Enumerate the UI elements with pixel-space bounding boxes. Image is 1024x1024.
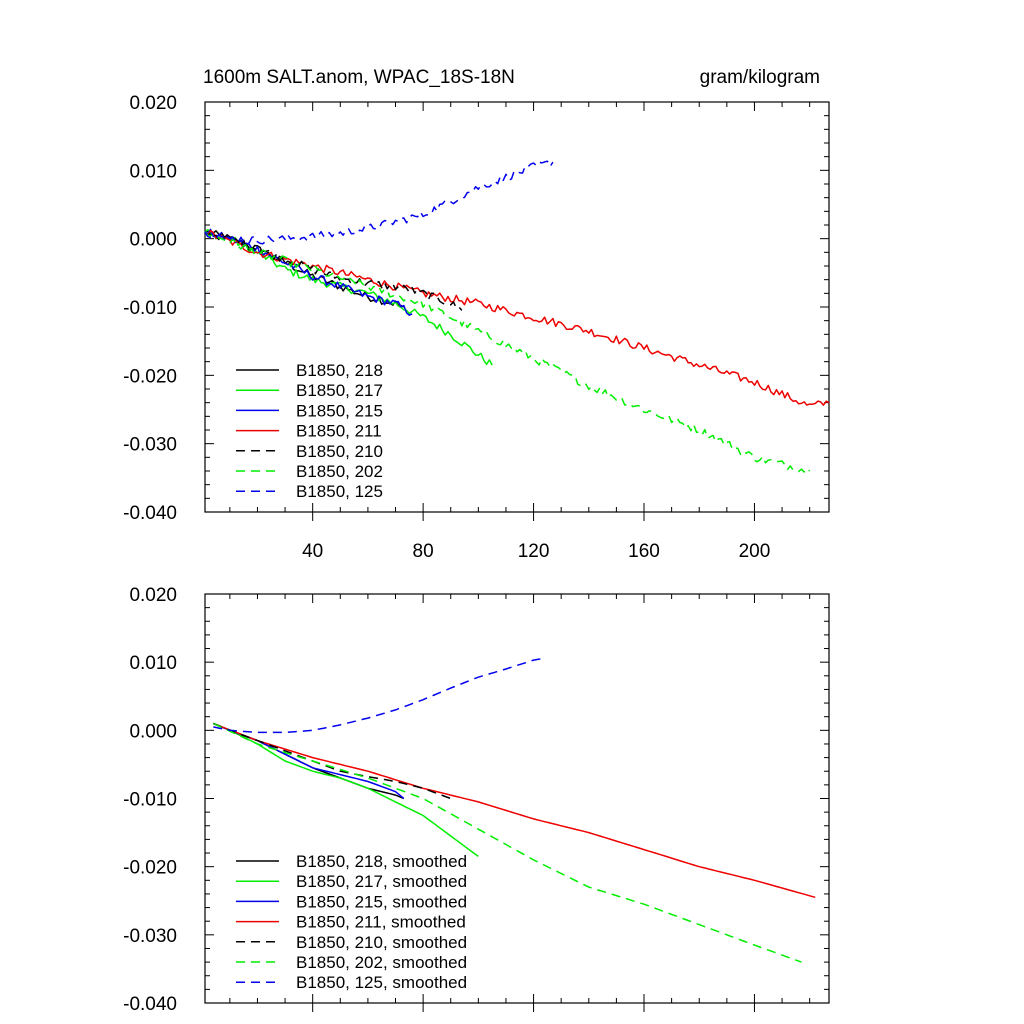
y-tick-label: -0.040 xyxy=(123,503,177,524)
legend-label: B1850, 215, smoothed xyxy=(296,892,467,911)
legend-label: B1850, 125 xyxy=(296,482,383,501)
legend-label: B1850, 125, smoothed xyxy=(296,973,467,992)
top-panel: 1600m SALT.anom, WPAC_18S-18N gram/kilog… xyxy=(123,67,830,562)
legend-label: B1850, 211 xyxy=(296,422,382,441)
y-tick-label: 0.010 xyxy=(129,161,177,182)
x-tick-label: 160 xyxy=(628,541,660,562)
legend-label: B1850, 210, smoothed xyxy=(296,933,467,952)
series-line xyxy=(212,722,802,963)
x-tick-label: 80 xyxy=(413,541,434,562)
series-line xyxy=(204,160,554,245)
series-line xyxy=(213,722,451,800)
x-tick-label: 40 xyxy=(302,541,323,562)
x-tick-label: 120 xyxy=(518,541,550,562)
y-tick-label: -0.010 xyxy=(123,790,177,811)
series-line xyxy=(213,658,542,734)
bottom-panel: 0.020 0.010 0.000 -0.010 -0.020 -0.030 -0.040 B… xyxy=(123,585,830,1015)
legend-label: B1850, 210 xyxy=(296,442,383,461)
legend-label: B1850, 218 xyxy=(296,361,383,380)
y-tick-label: 0.000 xyxy=(129,721,177,742)
chart-title: 1600m SALT.anom, WPAC_18S-18N xyxy=(203,67,515,88)
y-tick-label: -0.030 xyxy=(123,435,177,456)
units-label: gram/kilogram xyxy=(700,67,820,88)
x-tick-label: 200 xyxy=(739,541,771,562)
legend-label: B1850, 215 xyxy=(296,401,383,420)
legend-label: B1850, 202 xyxy=(296,462,383,481)
series-line xyxy=(213,722,816,899)
y-tick-label: 0.010 xyxy=(129,653,177,674)
y-tick-label: -0.030 xyxy=(123,926,177,947)
y-tick-label: -0.020 xyxy=(123,858,177,879)
y-tick-label: 0.020 xyxy=(129,585,177,606)
legend-label: B1850, 217, smoothed xyxy=(296,872,467,891)
legend-label: B1850, 202, smoothed xyxy=(296,953,467,972)
y-tick-label: 0.000 xyxy=(129,230,177,251)
legend-label: B1850, 217 xyxy=(296,381,383,400)
legend-label: B1850, 211, smoothed xyxy=(296,913,466,932)
series-line xyxy=(213,722,479,858)
series-line xyxy=(204,231,811,473)
legend-label: B1850, 218, smoothed xyxy=(296,852,467,871)
y-tick-label: -0.040 xyxy=(123,994,177,1015)
y-tick-label: 0.020 xyxy=(129,93,177,114)
y-tick-label: -0.010 xyxy=(123,298,177,319)
y-tick-label: -0.020 xyxy=(123,366,177,387)
